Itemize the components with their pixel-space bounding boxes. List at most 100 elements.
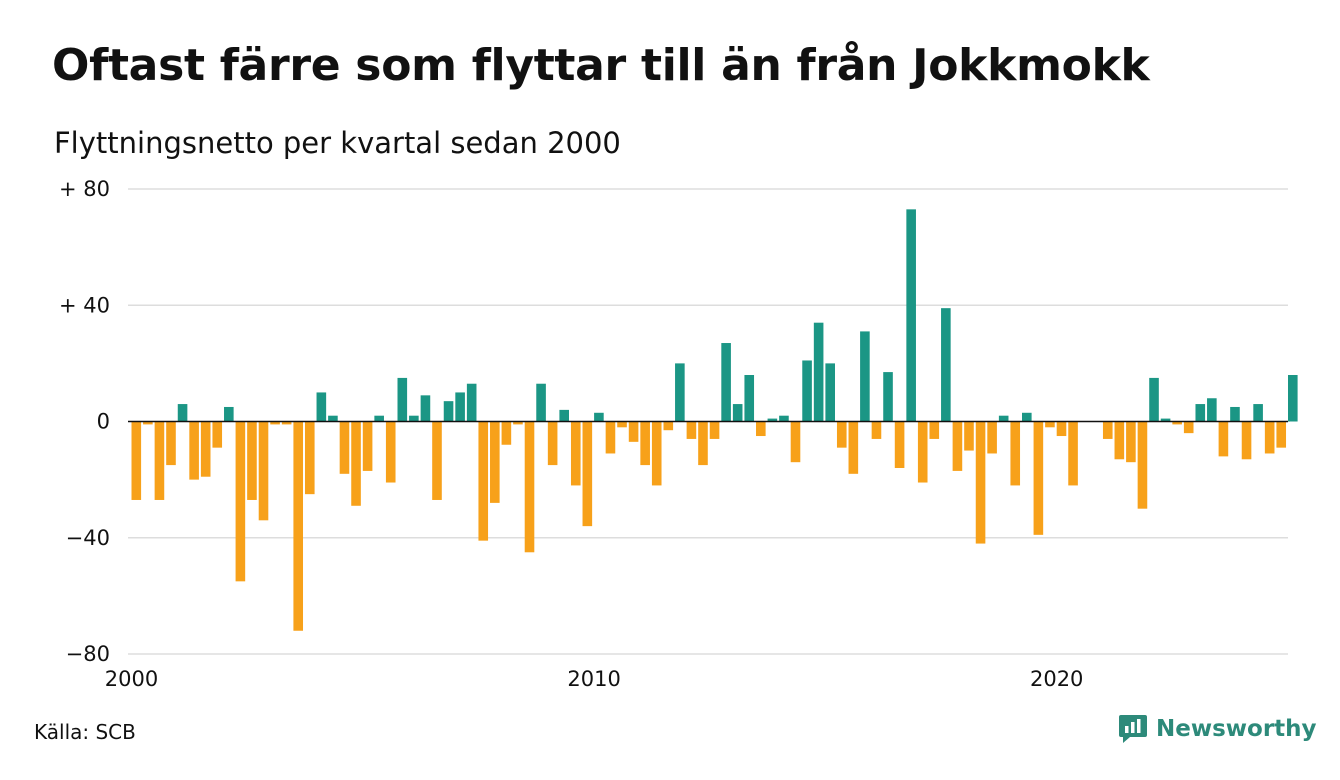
bar bbox=[790, 421, 801, 463]
bar bbox=[848, 421, 859, 474]
bar bbox=[1102, 421, 1113, 439]
bar bbox=[270, 421, 280, 425]
bar bbox=[1033, 421, 1044, 535]
bar bbox=[570, 421, 581, 486]
bar bbox=[836, 421, 847, 448]
bar bbox=[224, 406, 234, 422]
bars bbox=[131, 209, 1298, 631]
bar bbox=[1253, 404, 1263, 422]
bar bbox=[686, 421, 697, 439]
bar bbox=[524, 421, 535, 553]
y-tick-label: 0 bbox=[97, 410, 110, 434]
bar-chart: + 80 + 40 0 −40 −80 2000 2010 2020 bbox=[59, 177, 1298, 691]
bar bbox=[1045, 421, 1055, 428]
source-note: Källa: SCB bbox=[34, 720, 136, 744]
bar bbox=[409, 415, 419, 422]
x-tick-label: 2010 bbox=[567, 667, 620, 691]
bar bbox=[1195, 404, 1206, 422]
bar bbox=[698, 421, 708, 466]
bar bbox=[131, 421, 142, 500]
bar bbox=[975, 421, 986, 544]
bar bbox=[1207, 398, 1217, 422]
bar bbox=[640, 421, 650, 466]
bar bbox=[339, 421, 350, 474]
bar bbox=[177, 404, 188, 422]
bar bbox=[1160, 418, 1171, 422]
bar bbox=[582, 421, 593, 527]
bar bbox=[767, 418, 778, 422]
bar bbox=[1288, 375, 1298, 422]
bar bbox=[466, 383, 477, 422]
bar bbox=[189, 421, 199, 480]
bar bbox=[281, 421, 292, 425]
y-axis-ticks: + 80 + 40 0 −40 −80 bbox=[59, 177, 110, 666]
bar bbox=[420, 395, 431, 422]
bar bbox=[779, 415, 789, 422]
bar bbox=[200, 421, 211, 477]
bar bbox=[1183, 421, 1194, 434]
bar bbox=[432, 421, 442, 500]
bar bbox=[385, 421, 396, 483]
y-tick-label: −40 bbox=[66, 526, 110, 550]
chart-subtitle: Flyttningsnetto per kvartal sedan 2000 bbox=[54, 126, 621, 160]
bar bbox=[374, 415, 384, 422]
bar bbox=[212, 421, 223, 448]
bar-chart-logo-icon bbox=[1119, 715, 1147, 743]
bar bbox=[709, 421, 720, 439]
bar bbox=[1056, 421, 1067, 437]
bar bbox=[1137, 421, 1148, 509]
bar bbox=[744, 375, 755, 422]
bar bbox=[952, 421, 963, 471]
bar bbox=[351, 421, 361, 506]
bar bbox=[1172, 421, 1182, 425]
bar bbox=[258, 421, 269, 521]
brand-name: Newsworthy bbox=[1156, 716, 1317, 742]
bar bbox=[154, 421, 165, 500]
bar bbox=[559, 409, 569, 422]
bar bbox=[547, 421, 558, 466]
bar bbox=[675, 363, 685, 422]
bar bbox=[143, 421, 153, 425]
bar bbox=[328, 415, 338, 422]
bar bbox=[628, 421, 639, 442]
bar bbox=[917, 421, 928, 483]
bar bbox=[860, 331, 870, 422]
x-tick-label: 2000 bbox=[105, 667, 158, 691]
newsworthy-logo: Newsworthy bbox=[1118, 713, 1317, 745]
bar bbox=[397, 377, 408, 422]
bar bbox=[316, 392, 327, 422]
x-axis-ticks: 2000 2010 2020 bbox=[105, 667, 1084, 691]
bar bbox=[871, 421, 882, 439]
bar bbox=[721, 343, 731, 422]
bar bbox=[813, 322, 824, 422]
bar bbox=[663, 421, 674, 431]
bar bbox=[455, 392, 465, 422]
bar bbox=[941, 308, 951, 422]
bar bbox=[513, 421, 523, 425]
bar bbox=[235, 421, 246, 582]
bar bbox=[443, 401, 454, 422]
bar bbox=[1218, 421, 1229, 457]
bar bbox=[906, 209, 916, 422]
bar bbox=[304, 421, 315, 495]
bar bbox=[964, 421, 974, 451]
bar bbox=[1068, 421, 1078, 486]
bar bbox=[362, 421, 373, 471]
y-tick-label: −80 bbox=[66, 642, 110, 666]
bar bbox=[1276, 421, 1287, 448]
bar bbox=[1149, 377, 1159, 422]
bar bbox=[1264, 421, 1275, 454]
bar bbox=[617, 421, 627, 428]
bar bbox=[998, 415, 1009, 422]
bar bbox=[894, 421, 905, 468]
bar bbox=[732, 404, 743, 422]
bar bbox=[987, 421, 997, 454]
bar bbox=[478, 421, 489, 541]
bar bbox=[293, 421, 304, 631]
bar bbox=[490, 421, 500, 503]
bar bbox=[1230, 406, 1240, 422]
bar bbox=[756, 421, 766, 437]
bar bbox=[594, 412, 604, 422]
x-tick-label: 2020 bbox=[1030, 667, 1083, 691]
chart-title: Oftast färre som flyttar till än från Jo… bbox=[52, 40, 1150, 91]
